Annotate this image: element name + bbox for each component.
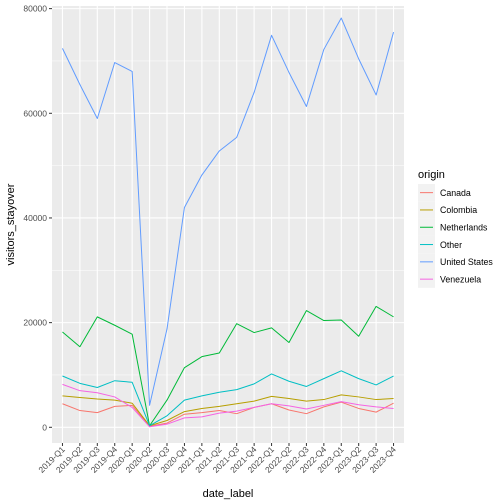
y-tick-label: 60000 xyxy=(23,108,47,118)
legend-label-united-states: United States xyxy=(440,257,493,267)
legend-label-other: Other xyxy=(440,240,462,250)
legend-label-venezuela: Venezuela xyxy=(440,274,481,284)
legend-label-colombia: Colombia xyxy=(440,205,477,215)
plot-panel xyxy=(52,6,404,443)
series-line-netherlands xyxy=(62,305,394,427)
legend-title: origin xyxy=(418,169,445,181)
y-tick-label: 20000 xyxy=(23,318,47,328)
y-tick-label: 80000 xyxy=(23,4,47,14)
x-axis-title: date_label xyxy=(203,488,254,500)
series-line-colombia xyxy=(62,394,394,427)
legend-label-canada: Canada xyxy=(440,188,471,198)
y-tick-label: 0 xyxy=(42,422,47,432)
legend-label-netherlands: Netherlands xyxy=(440,222,488,232)
series-line-venezuela xyxy=(62,383,394,428)
y-axis-title: visitors_stayover xyxy=(5,183,17,265)
series-line-other xyxy=(62,370,394,427)
minor-gridlines xyxy=(52,60,404,376)
y-tick-label: 40000 xyxy=(23,213,47,223)
major-gridlines xyxy=(52,6,404,443)
y-axis: 0 20000 40000 60000 80000 xyxy=(23,4,52,432)
series-line-united-states xyxy=(62,17,395,406)
legend: origin Canada Colombia Netherlands Other Uni… xyxy=(418,169,493,288)
series-lines xyxy=(62,17,395,428)
